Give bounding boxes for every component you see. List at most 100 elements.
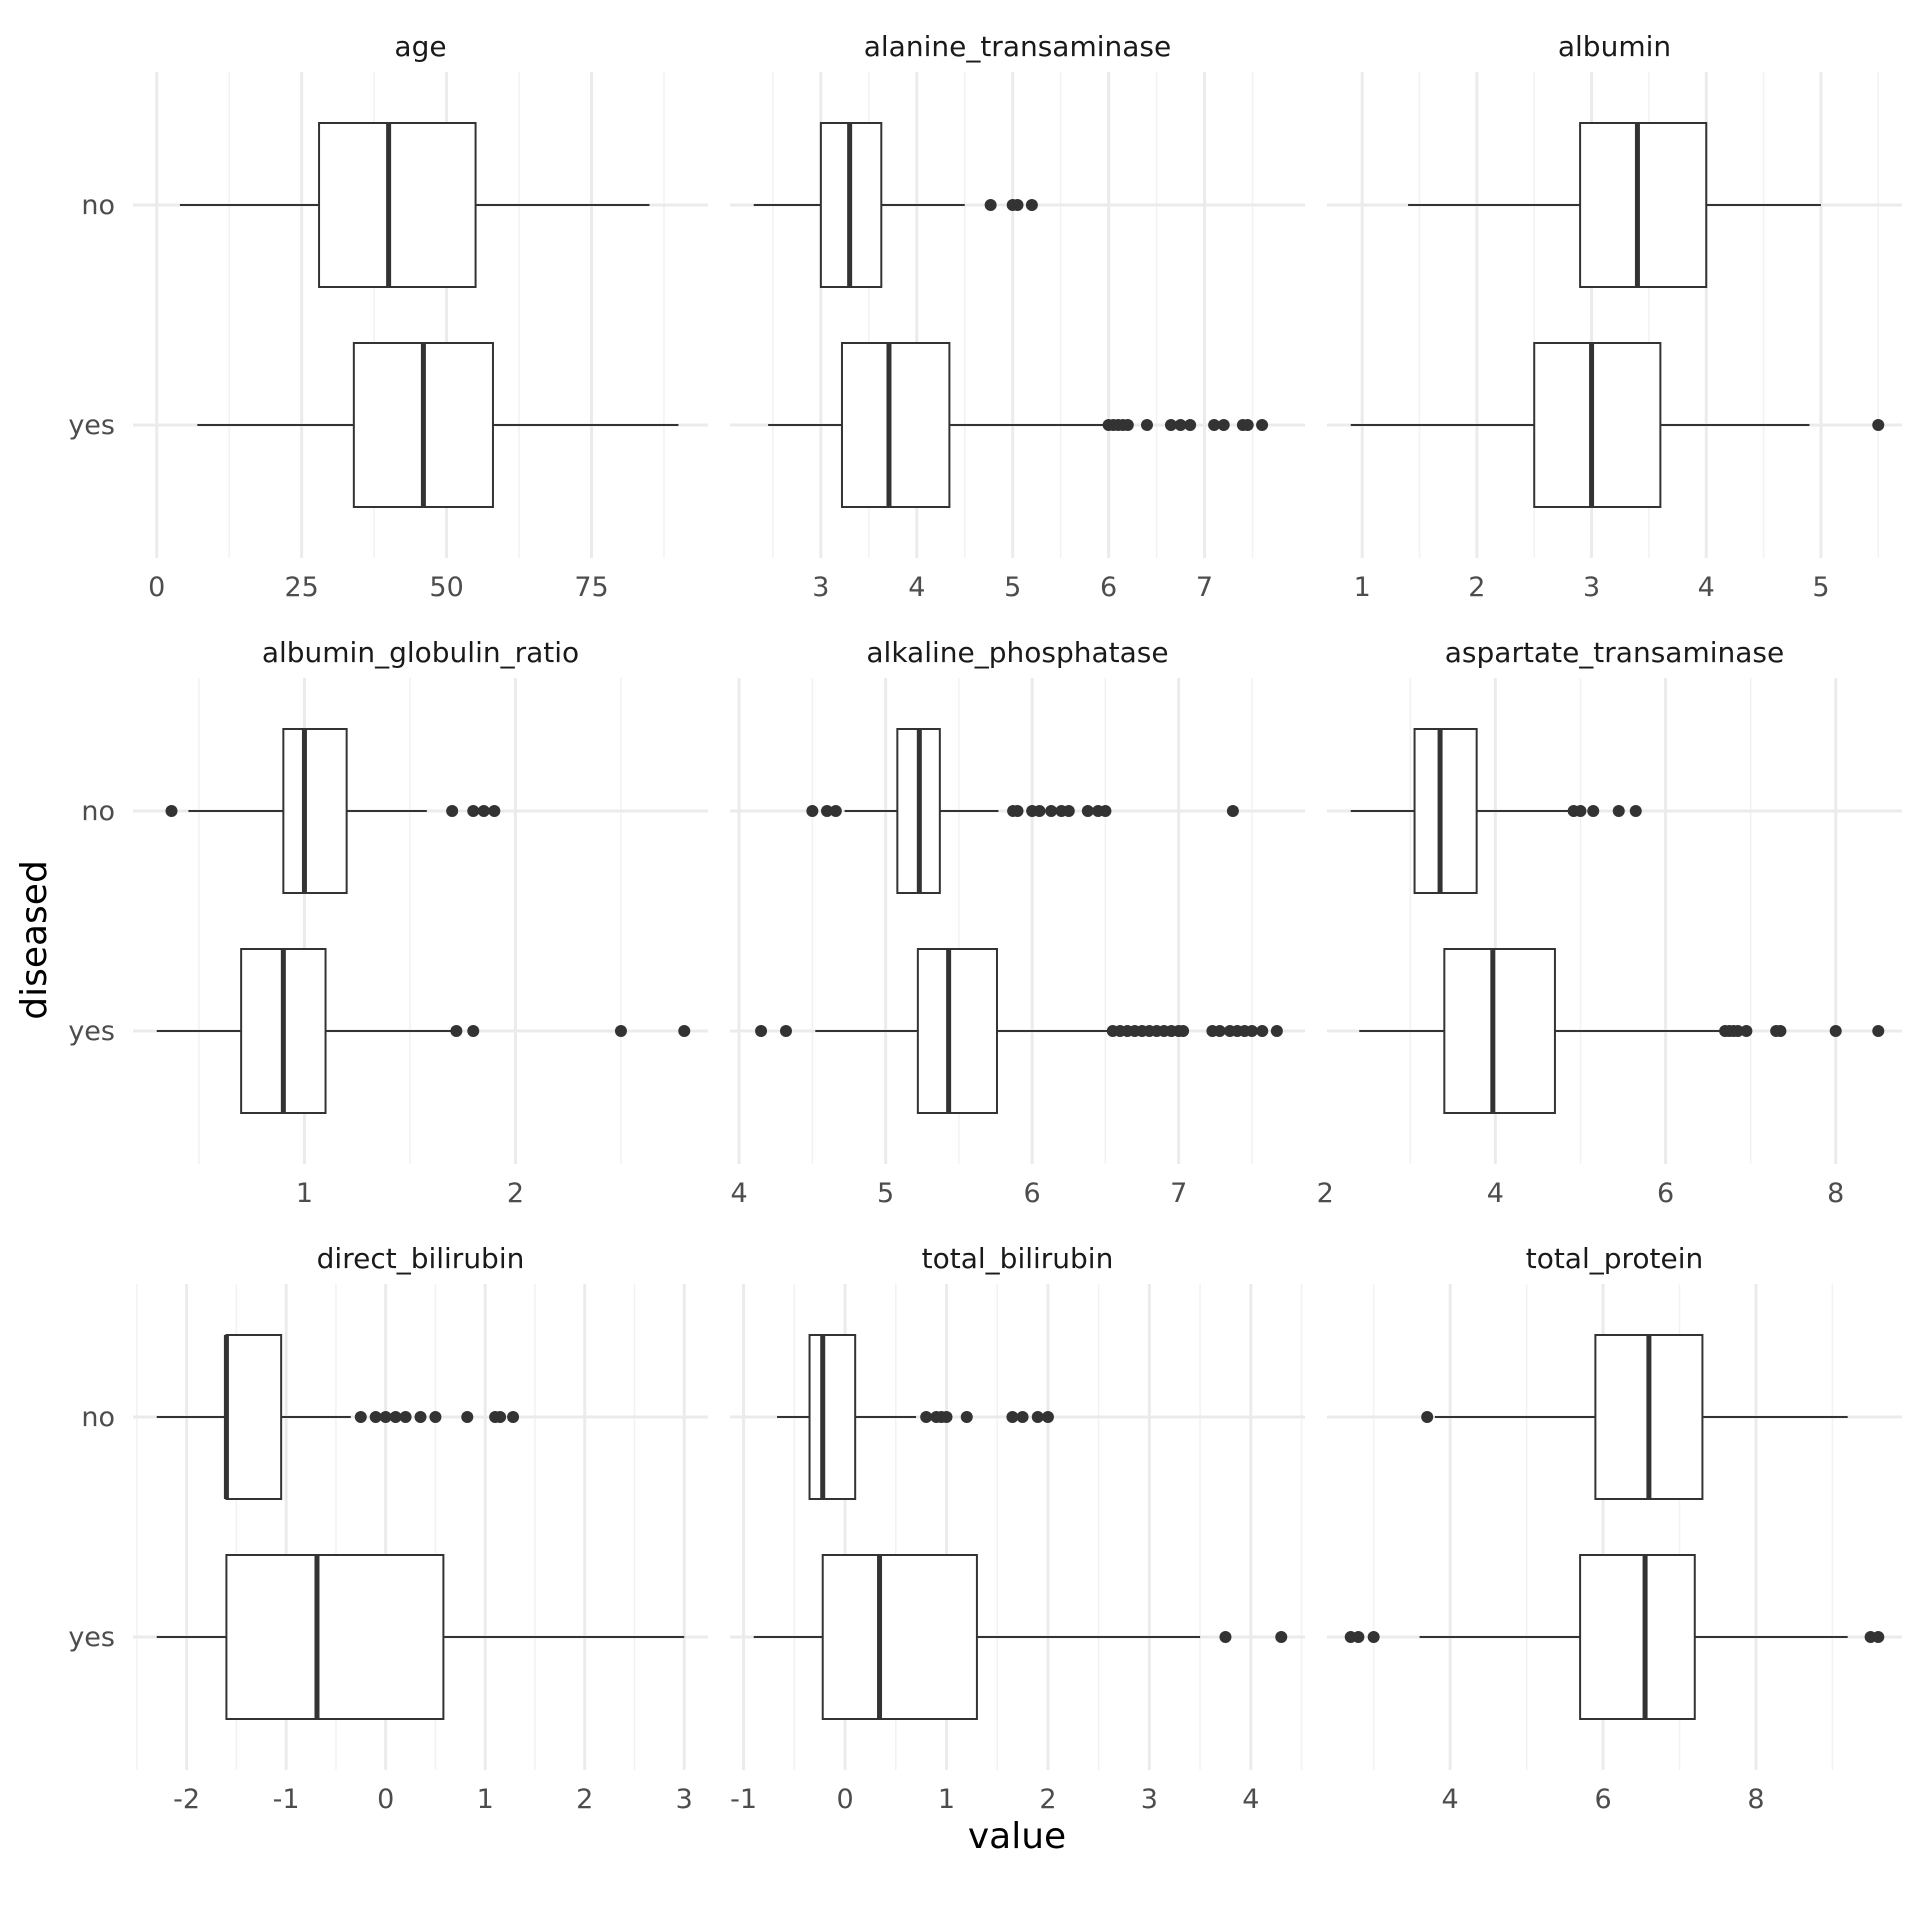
- outlier-point: [369, 1411, 382, 1423]
- outlier-point: [1011, 199, 1024, 211]
- y-tick-label: no: [81, 190, 115, 221]
- outlier-point: [1217, 419, 1230, 431]
- outlier-point: [1241, 419, 1254, 431]
- box-no: [1408, 122, 1821, 288]
- outlier-point: [755, 1025, 768, 1037]
- x-tick-label: 75: [574, 572, 608, 603]
- box-no: [753, 122, 1038, 288]
- iqr-box: [916, 948, 998, 1114]
- outlier-point: [1629, 805, 1642, 817]
- outlier-point: [1033, 805, 1046, 817]
- box-yes: [197, 342, 679, 508]
- outlier-point: [507, 1411, 520, 1423]
- facet-panel-total-bilirubin: total_bilirubin -1 0 1 2 3 4: [730, 1242, 1305, 1815]
- x-tick-label: 1: [477, 1784, 494, 1815]
- facet-panel-age: age 0 25 50 75 no yes: [68, 30, 708, 603]
- x-tick-label: 5: [1812, 572, 1829, 603]
- outlier-point: [1177, 1025, 1190, 1037]
- outlier-point: [984, 199, 997, 211]
- x-tick-label: 8: [1827, 1178, 1844, 1209]
- outlier-point: [1213, 1025, 1226, 1037]
- x-tick-label: 3: [676, 1784, 693, 1815]
- outlier-point: [1731, 1025, 1744, 1037]
- x-tick-label: 2: [1317, 1178, 1334, 1209]
- outlier-point: [1011, 805, 1024, 817]
- outlier-point: [1829, 1025, 1842, 1037]
- outlier-point: [1099, 805, 1112, 817]
- y-tick-label: yes: [68, 1016, 115, 1047]
- x-tick-label: 2: [576, 1784, 593, 1815]
- outlier-point: [399, 1411, 412, 1423]
- outlier-point: [461, 1411, 474, 1423]
- outlier-point: [806, 805, 819, 817]
- x-tick-label: 6: [1024, 1178, 1041, 1209]
- x-tick-label: 0: [377, 1784, 394, 1815]
- x-tick-label: 3: [1141, 1784, 1158, 1815]
- outlier-point: [614, 1025, 627, 1037]
- x-tick-label: 3: [812, 572, 829, 603]
- x-tick-label: 6: [1657, 1178, 1674, 1209]
- outlier-point: [1219, 1631, 1232, 1643]
- outlier-point: [821, 805, 834, 817]
- x-tick-label: 4: [1487, 1178, 1504, 1209]
- x-tick-label: 4: [1242, 1784, 1259, 1815]
- x-tick-label: 5: [877, 1178, 894, 1209]
- x-tick-label: 4: [730, 1178, 747, 1209]
- box-no: [156, 1334, 520, 1500]
- outlier-point: [1421, 1411, 1434, 1423]
- box-no: [1421, 1334, 1848, 1500]
- outlier-point: [1041, 1411, 1054, 1423]
- iqr-box: [1533, 342, 1662, 508]
- box-yes: [1350, 342, 1885, 508]
- box-no: [179, 122, 650, 288]
- outlier-point: [494, 1411, 507, 1423]
- outlier-point: [1612, 805, 1625, 817]
- outlier-point: [1275, 1631, 1288, 1643]
- facet-panel-alkaline-phosphatase: alkaline_phosphatase 4 5 6 7: [730, 636, 1305, 1209]
- box-yes: [156, 1554, 685, 1720]
- outlier-point: [429, 1411, 442, 1423]
- facet-title: albumin_globulin_ratio: [262, 636, 579, 669]
- outlier-point: [1025, 199, 1038, 211]
- x-tick-label: 4: [908, 572, 925, 603]
- facet-title: age: [394, 30, 446, 63]
- outlier-point: [1184, 419, 1197, 431]
- y-tick-label: no: [81, 1402, 115, 1433]
- outlier-point: [1226, 805, 1239, 817]
- x-tick-label: 6: [1594, 1784, 1611, 1815]
- x-tick-label: 25: [284, 572, 318, 603]
- y-tick-label: yes: [68, 410, 115, 441]
- x-tick-label: 0: [148, 572, 165, 603]
- y-axis-title: diseased: [14, 860, 55, 1020]
- outlier-point: [446, 805, 459, 817]
- outlier-point: [1174, 419, 1187, 431]
- outlier-point: [1006, 1411, 1019, 1423]
- outlier-point: [1016, 1411, 1029, 1423]
- iqr-box: [225, 1334, 283, 1500]
- iqr-box: [808, 1334, 857, 1500]
- box-yes: [156, 948, 691, 1114]
- outlier-point: [1062, 805, 1075, 817]
- facet-panel-direct-bilirubin: direct_bilirubin -2 -1 0 1 2 3 no yes: [68, 1242, 708, 1815]
- facet-panel-alanine-transaminase: alanine_transaminase 3 4 5 6 7: [730, 30, 1305, 603]
- outlier-point: [1740, 1025, 1753, 1037]
- y-tick-label: yes: [68, 1622, 115, 1653]
- facet-title: direct_bilirubin: [317, 1242, 525, 1275]
- outlier-point: [477, 805, 490, 817]
- facet-title: total_bilirubin: [922, 1242, 1114, 1275]
- box-yes: [1344, 1554, 1885, 1720]
- x-tick-label: 7: [1170, 1178, 1187, 1209]
- outlier-point: [1270, 1025, 1283, 1037]
- iqr-box: [821, 1554, 978, 1720]
- iqr-box: [840, 342, 951, 508]
- outlier-point: [829, 805, 842, 817]
- outlier-point: [779, 1025, 792, 1037]
- outlier-point: [1872, 1025, 1885, 1037]
- box-no: [165, 728, 501, 894]
- facet-title: alanine_transaminase: [864, 30, 1172, 63]
- x-tick-label: -1: [273, 1784, 300, 1815]
- outlier-point: [165, 805, 178, 817]
- y-tick-label: no: [81, 796, 115, 827]
